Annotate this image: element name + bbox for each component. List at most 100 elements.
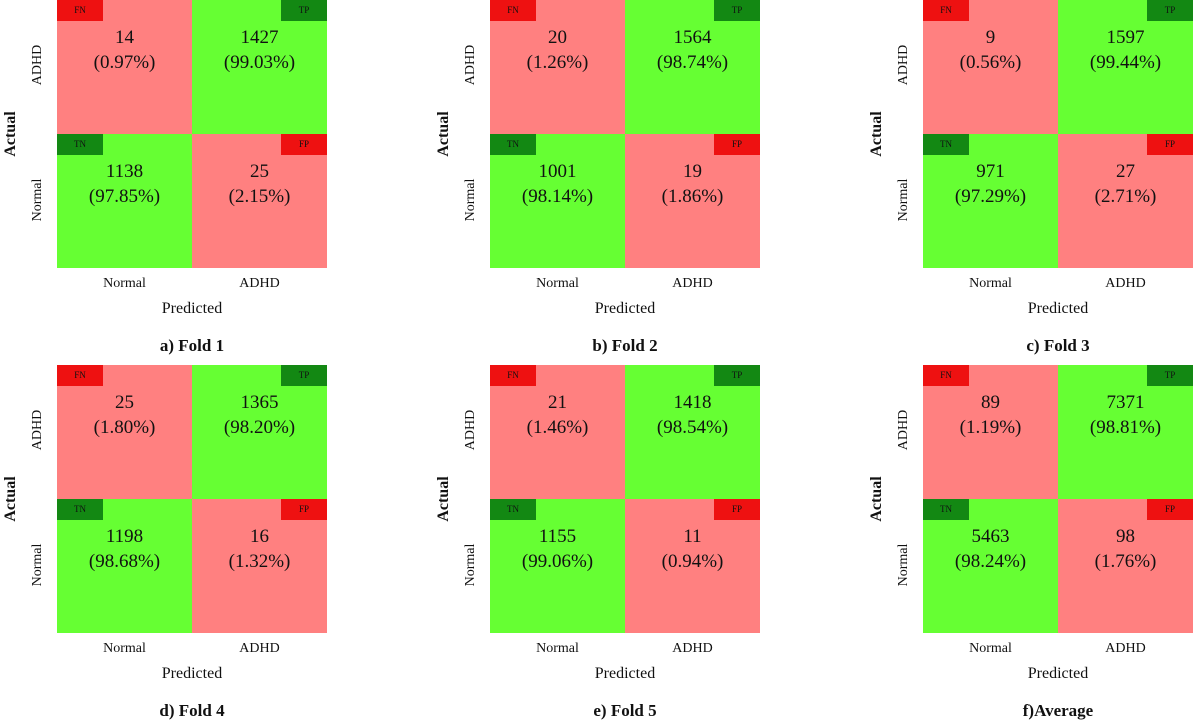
cell-count: 1198	[105, 526, 144, 547]
matrix-cell-tn: TN 1001 (98.14%)	[490, 134, 625, 268]
cell-count: 9	[985, 27, 996, 48]
cell-count: 27	[1116, 161, 1135, 182]
cell-percentage: (98.20%)	[223, 417, 296, 438]
cell-percentage: (1.32%)	[228, 551, 291, 572]
cell-tag-tn: TN	[923, 499, 969, 520]
cell-tag-fn: FN	[490, 0, 536, 21]
y-tick-label: ADHD	[896, 44, 911, 86]
cell-tag-fp: FP	[281, 499, 327, 520]
cell-percentage: (99.44%)	[1089, 52, 1162, 73]
matrix-cell-tn: TN 971 (97.29%)	[923, 134, 1058, 268]
y-axis-title: Actual	[2, 476, 19, 522]
y-tick-label: Normal	[30, 543, 45, 587]
cell-count: 1365	[240, 392, 279, 413]
x-axis-title: Predicted	[161, 300, 223, 317]
matrix-grid: FN 20 (1.26%) TP 1564 (98.74%) TN 1001 (98.14%) F…	[490, 0, 760, 268]
cell-count: 1155	[538, 526, 577, 547]
cell-percentage: (97.85%)	[88, 186, 161, 207]
cell-percentage: (99.06%)	[521, 551, 594, 572]
matrix-cell-fp: FP 98 (1.76%)	[1058, 499, 1193, 633]
matrix-cell-tn: TN 1155 (99.06%)	[490, 499, 625, 633]
cell-percentage: (1.19%)	[959, 417, 1022, 438]
cell-count: 1564	[673, 27, 712, 48]
panel-caption: e) Fold 5	[593, 701, 657, 720]
y-tick-label: Normal	[463, 543, 478, 587]
cell-percentage: (98.24%)	[954, 551, 1027, 572]
y-axis-title: Actual	[435, 476, 452, 522]
matrix-cell-tp: TP 1418 (98.54%)	[625, 365, 760, 499]
cell-percentage: (99.03%)	[223, 52, 296, 73]
matrix-grid: FN 89 (1.19%) TP 7371 (98.81%) TN 5463 (98.24%) F…	[923, 365, 1193, 633]
cell-tag-tn: TN	[57, 134, 103, 155]
cell-count: 20	[548, 27, 567, 48]
x-tick-label: ADHD	[239, 641, 280, 656]
cell-tag-fn: FN	[57, 0, 103, 21]
y-tick-label: ADHD	[30, 44, 45, 86]
cell-percentage: (98.14%)	[521, 186, 594, 207]
y-tick-label: Normal	[896, 178, 911, 222]
x-axis-title: Predicted	[594, 300, 656, 317]
cell-percentage: (98.74%)	[656, 52, 729, 73]
cell-percentage: (1.26%)	[526, 52, 589, 73]
cell-count: 16	[250, 526, 269, 547]
y-tick-label: ADHD	[30, 409, 45, 451]
x-tick-label: Normal	[969, 276, 1012, 291]
panel-caption: b) Fold 2	[592, 336, 658, 355]
panel-caption: c) Fold 3	[1026, 336, 1090, 355]
y-tick-label: Normal	[463, 178, 478, 222]
cell-tag-tp: TP	[714, 0, 760, 21]
panel-caption: a) Fold 1	[159, 336, 225, 355]
matrix-cell-fn: FN 14 (0.97%)	[57, 0, 192, 134]
cell-count: 1001	[538, 161, 577, 182]
matrix-cell-fn: FN 89 (1.19%)	[923, 365, 1058, 499]
cell-percentage: (1.86%)	[661, 186, 724, 207]
matrix-grid: FN 14 (0.97%) TP 1427 (99.03%) TN 1138 (97.85%) F…	[57, 0, 327, 268]
cell-tag-fn: FN	[490, 365, 536, 386]
y-tick-label: ADHD	[463, 409, 478, 451]
y-axis-title: Actual	[868, 476, 885, 522]
cell-count: 1597	[1106, 27, 1145, 48]
cell-tag-fn: FN	[923, 365, 969, 386]
cell-count: 89	[981, 392, 1000, 413]
cell-percentage: (2.15%)	[228, 186, 291, 207]
cell-tag-tn: TN	[57, 499, 103, 520]
x-tick-label: Normal	[969, 641, 1012, 656]
matrix-cell-fp: FP 25 (2.15%)	[192, 134, 327, 268]
panel-caption: f)Average	[1022, 701, 1094, 720]
x-axis-title: Predicted	[1027, 665, 1089, 682]
matrix-cell-fp: FP 16 (1.32%)	[192, 499, 327, 633]
matrix-cell-fn: FN 20 (1.26%)	[490, 0, 625, 134]
cell-count: 19	[683, 161, 702, 182]
cell-tag-fp: FP	[281, 134, 327, 155]
cell-percentage: (98.81%)	[1089, 417, 1162, 438]
x-tick-label: Normal	[536, 276, 579, 291]
cell-percentage: (1.46%)	[526, 417, 589, 438]
cell-count: 971	[976, 161, 1005, 182]
cell-percentage: (1.80%)	[93, 417, 156, 438]
matrix-cell-tp: TP 7371 (98.81%)	[1058, 365, 1193, 499]
cell-tag-tp: TP	[714, 365, 760, 386]
x-axis-title: Predicted	[594, 665, 656, 682]
cell-tag-fn: FN	[923, 0, 969, 21]
matrix-cell-tp: TP 1365 (98.20%)	[192, 365, 327, 499]
panel-caption: d) Fold 4	[159, 701, 225, 720]
x-tick-label: ADHD	[1105, 641, 1146, 656]
cell-percentage: (0.94%)	[661, 551, 724, 572]
cell-count: 11	[683, 526, 702, 547]
y-tick-label: ADHD	[896, 409, 911, 451]
cell-tag-tn: TN	[923, 134, 969, 155]
matrix-cell-fn: FN 25 (1.80%)	[57, 365, 192, 499]
matrix-cell-fn: FN 21 (1.46%)	[490, 365, 625, 499]
y-axis-title: Actual	[868, 111, 885, 157]
matrix-cell-fp: FP 19 (1.86%)	[625, 134, 760, 268]
matrix-cell-fn: FN 9 (0.56%)	[923, 0, 1058, 134]
cell-tag-tn: TN	[490, 134, 536, 155]
x-tick-label: ADHD	[672, 641, 713, 656]
x-tick-label: ADHD	[1105, 276, 1146, 291]
cell-count: 1418	[673, 392, 712, 413]
cell-tag-tp: TP	[281, 0, 327, 21]
cell-count: 7371	[1106, 392, 1145, 413]
cell-count: 1427	[240, 27, 279, 48]
cell-tag-tp: TP	[1147, 0, 1193, 21]
x-tick-label: ADHD	[239, 276, 280, 291]
